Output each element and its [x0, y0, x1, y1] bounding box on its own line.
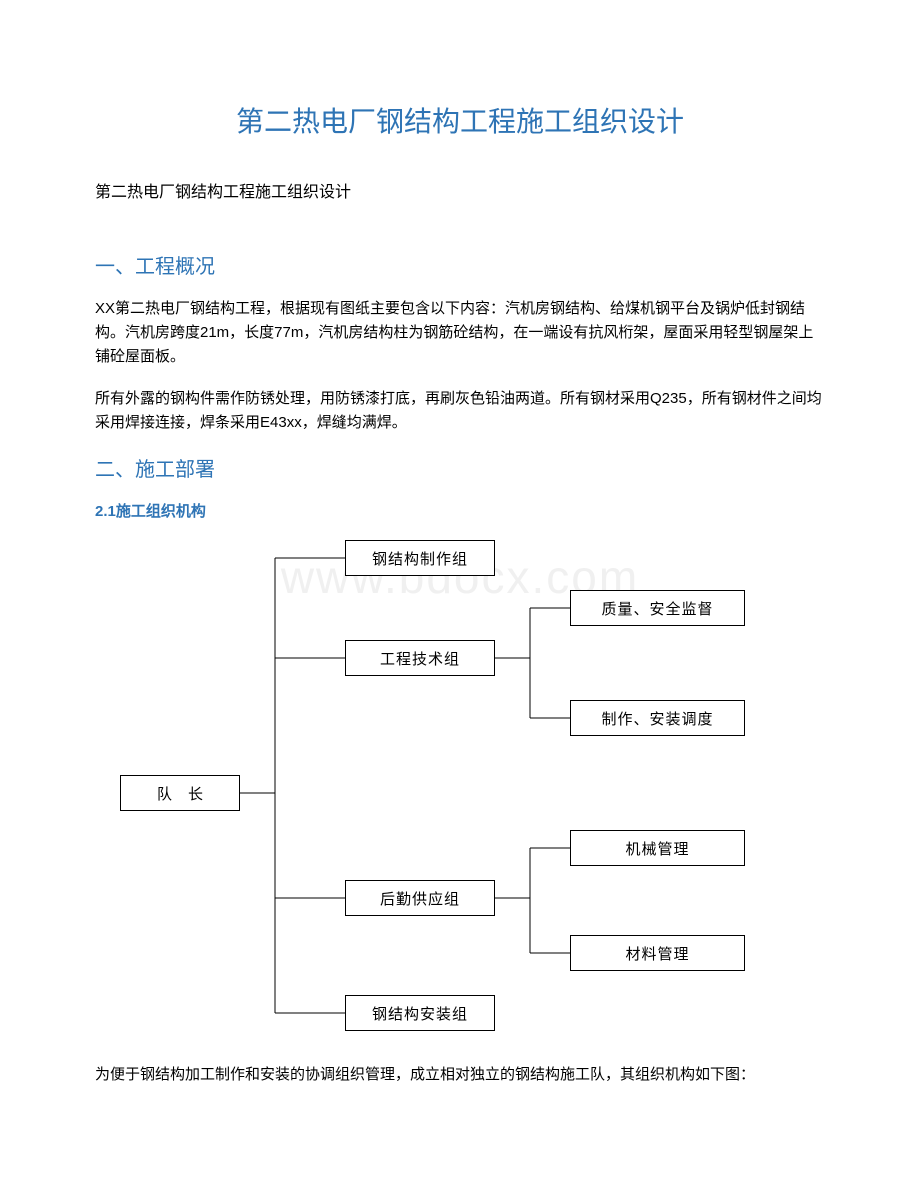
org-l3a-0: 质量、安全监督 [570, 590, 745, 626]
org-root: 队长 [120, 775, 240, 811]
org-l3a-1: 制作、安装调度 [570, 700, 745, 736]
footer-para: 为便于钢结构加工制作和安装的协调组织管理，成立相对独立的钢结构施工队，其组织机构… [95, 1063, 825, 1087]
org-l2-0: 钢结构制作组 [345, 540, 495, 576]
page-title: 第二热电厂钢结构工程施工组织设计 [95, 100, 825, 140]
org-l3b-1: 材料管理 [570, 935, 745, 971]
section-1-heading: 一、工程概况 [95, 250, 825, 279]
org-l2-3: 钢结构安装组 [345, 995, 495, 1031]
org-chart: www.bdocx.com 队长钢结构制作组工程技术组后勤供应组钢结构安装组质量… [95, 535, 825, 1045]
section-1-para-2: 所有外露的钢构件需作防锈处理，用防锈漆打底，再刷灰色铅油两道。所有钢材采用Q23… [95, 387, 825, 435]
org-l2-2: 后勤供应组 [345, 880, 495, 916]
section-2-subheading: 2.1施工组织机构 [95, 500, 825, 521]
section-1-para-1: XX第二热电厂钢结构工程，根据现有图纸主要包含以下内容：汽机房钢结构、给煤机钢平… [95, 297, 825, 369]
subtitle: 第二热电厂钢结构工程施工组织设计 [95, 178, 825, 202]
section-2-heading: 二、施工部署 [95, 453, 825, 482]
org-l3b-0: 机械管理 [570, 830, 745, 866]
org-l2-1: 工程技术组 [345, 640, 495, 676]
